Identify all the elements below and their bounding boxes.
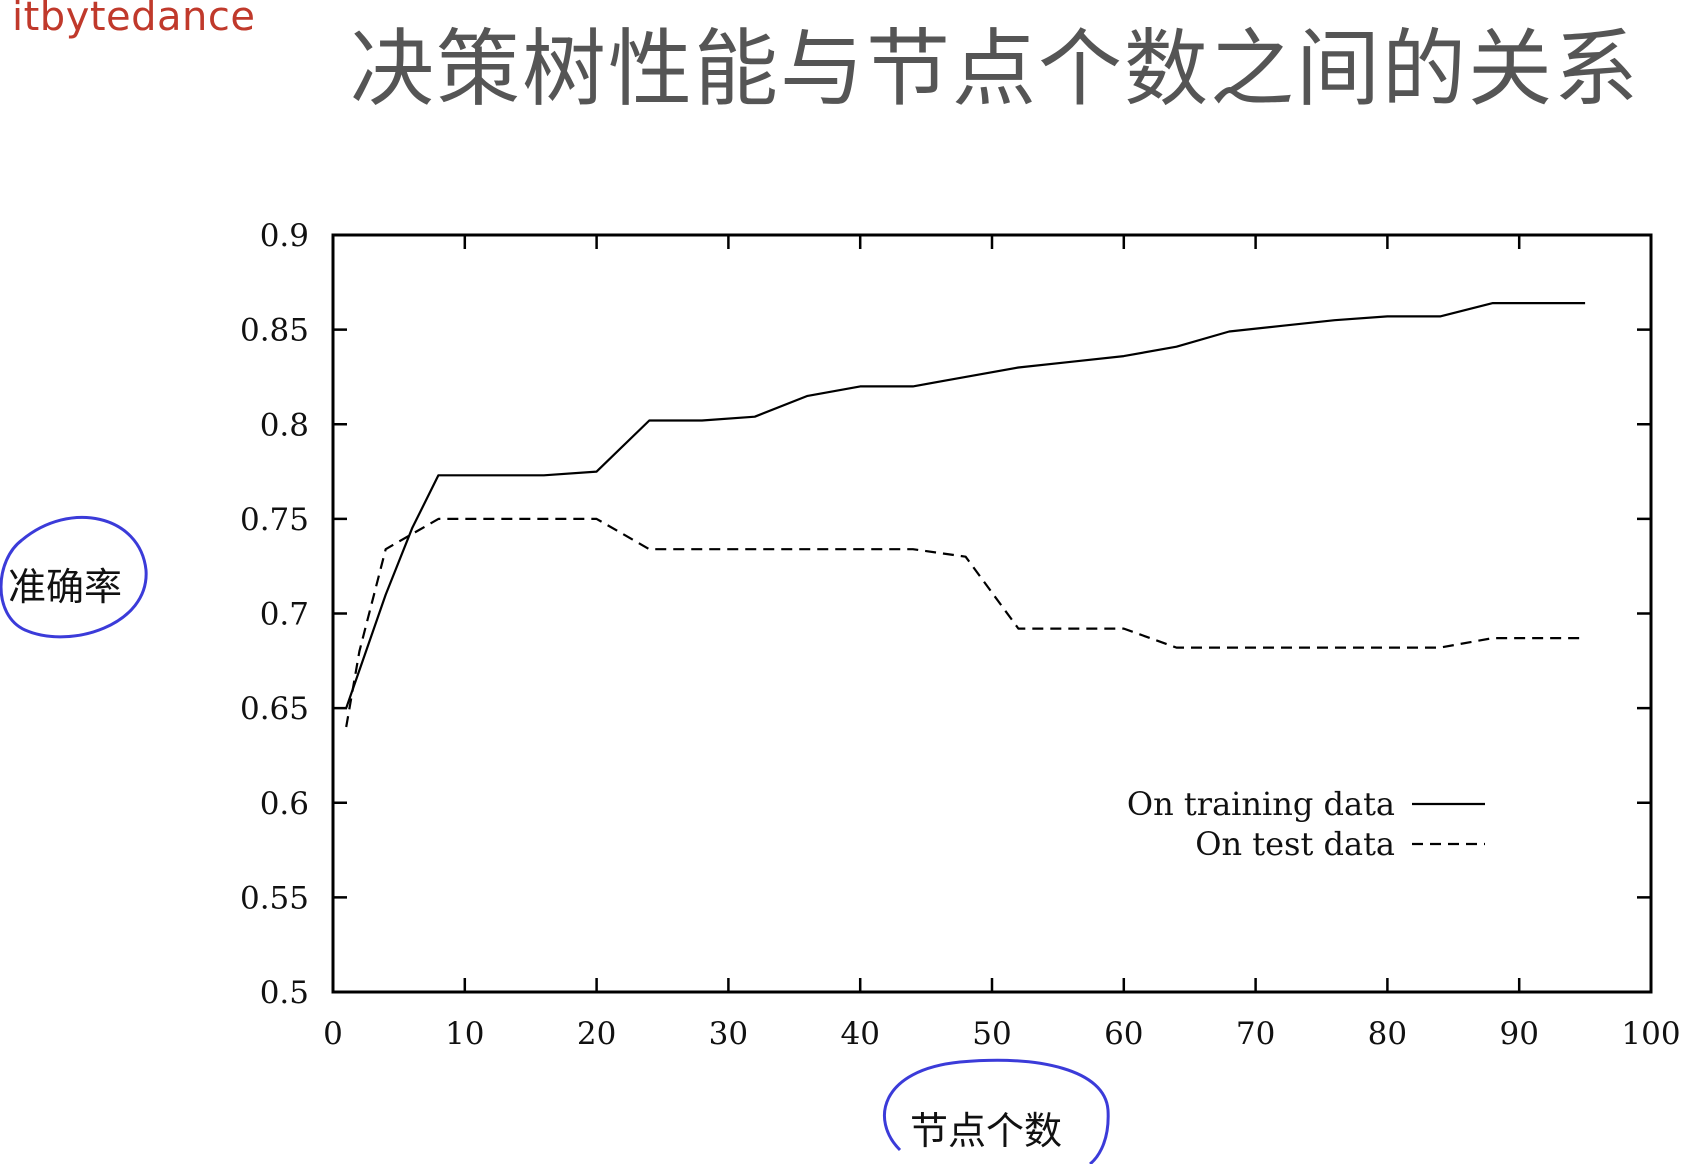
page-title: 决策树性能与节点个数之间的关系 [350,20,1641,118]
y-tick-label: 0.7 [260,597,309,633]
tick-labels: 0 10 20 30 40 50 60 70 80 90 100 0.5 0.55 0.6 0.65 0.7 0… [240,218,1681,1052]
plot-border [331,233,1653,994]
x-tick-label: 80 [1368,1016,1407,1052]
y-tick-label: 0.55 [240,880,309,916]
x-tick-label: 100 [1621,1016,1680,1052]
x-tick-label: 70 [1236,1016,1275,1052]
series-line-test [345,517,1586,728]
x-tick-label: 40 [840,1016,879,1052]
x-axis-title-circle [883,1058,1110,1164]
x-tick-label: 30 [709,1016,748,1052]
x-tick-label: 10 [445,1016,484,1052]
x-tick-label: 60 [1104,1016,1143,1052]
axis-ticks [331,233,1653,994]
series-layer [345,302,1586,728]
y-tick-label: 0.9 [260,218,309,254]
x-tick-label: 20 [577,1016,616,1052]
y-axis-title-circle [0,516,148,639]
y-tick-label: 0.85 [240,313,309,349]
y-tick-label: 0.75 [240,502,309,538]
x-tick-label: 90 [1499,1016,1538,1052]
x-tick-label: 0 [323,1016,343,1052]
y-tick-label: 0.8 [260,407,309,443]
y-tick-label: 0.5 [260,975,309,1011]
watermark-logo: itbytedance [12,0,256,40]
x-tick-label: 50 [972,1016,1011,1052]
x-axis-title: 节点个数 [910,1109,1062,1153]
y-tick-label: 0.65 [240,691,309,727]
plot-frame [331,233,1653,994]
legend-label: On test data [1195,825,1395,863]
y-axis-title: 准确率 [8,565,122,609]
y-tick-label: 0.6 [260,786,309,822]
series-line-training [345,302,1586,709]
legend-label: On training data [1127,785,1395,823]
